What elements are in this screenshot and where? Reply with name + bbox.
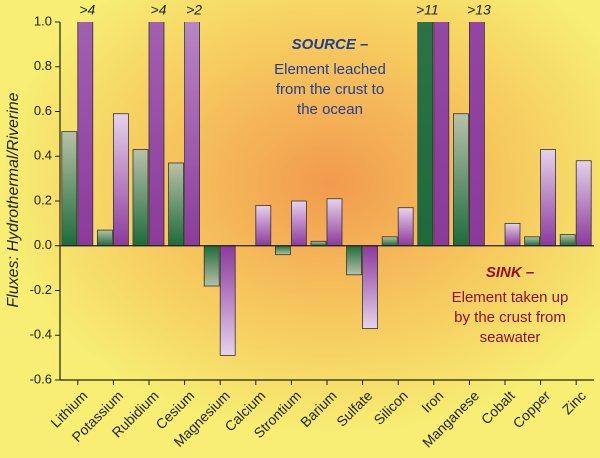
y-tick-label: 0.2 xyxy=(34,192,52,207)
bar xyxy=(540,149,556,247)
y-tick-label: 0.6 xyxy=(34,103,52,118)
bar xyxy=(381,236,398,247)
y-axis-label: Fluxes: Hydrothermal/Riverine xyxy=(5,92,22,307)
annotation-title: SINK – xyxy=(486,264,534,281)
bar xyxy=(168,162,185,247)
value-label: >2 xyxy=(186,2,202,18)
bar xyxy=(61,131,78,247)
y-tick-label: 0.4 xyxy=(34,148,52,163)
bar xyxy=(290,200,307,247)
bar xyxy=(132,149,149,247)
bar xyxy=(575,160,592,247)
bar xyxy=(433,22,450,247)
bar xyxy=(559,234,576,247)
bar xyxy=(504,222,521,247)
y-tick-label: 0.8 xyxy=(34,58,52,73)
y-tick-label: 0.0 xyxy=(34,237,52,252)
annotation-text: from the crust to xyxy=(276,81,384,98)
annotation-text: Element leached xyxy=(274,61,386,78)
bar xyxy=(184,22,201,247)
y-tick-label: -0.4 xyxy=(30,327,52,342)
y-tick-label: -0.2 xyxy=(30,282,52,297)
bar xyxy=(255,205,272,247)
bar xyxy=(148,22,165,247)
y-tick-label: -0.6 xyxy=(30,371,52,386)
bar xyxy=(77,22,94,247)
bar xyxy=(417,22,434,247)
bar xyxy=(524,236,540,247)
bar xyxy=(113,113,129,247)
bar xyxy=(203,245,220,287)
bars xyxy=(61,22,592,356)
bar xyxy=(362,245,379,329)
bar xyxy=(274,245,291,256)
value-label: >11 xyxy=(416,2,439,18)
annotation-title: SOURCE – xyxy=(292,36,369,53)
bar xyxy=(310,240,327,247)
value-label: >4 xyxy=(151,2,167,18)
annotation-text: Element taken up xyxy=(452,289,569,306)
bar xyxy=(468,22,485,247)
value-label: >4 xyxy=(79,2,95,18)
annotation-text: the ocean xyxy=(297,101,363,118)
bar xyxy=(346,245,363,276)
annotation-text: by the crust from xyxy=(454,309,566,326)
value-label: >13 xyxy=(467,2,491,18)
bar xyxy=(326,198,343,247)
bar xyxy=(452,113,469,247)
bar xyxy=(397,207,414,247)
y-tick-label: 1.0 xyxy=(34,13,52,28)
bar xyxy=(97,229,113,247)
bar xyxy=(219,245,236,356)
annotation-text: seawater xyxy=(480,329,541,346)
